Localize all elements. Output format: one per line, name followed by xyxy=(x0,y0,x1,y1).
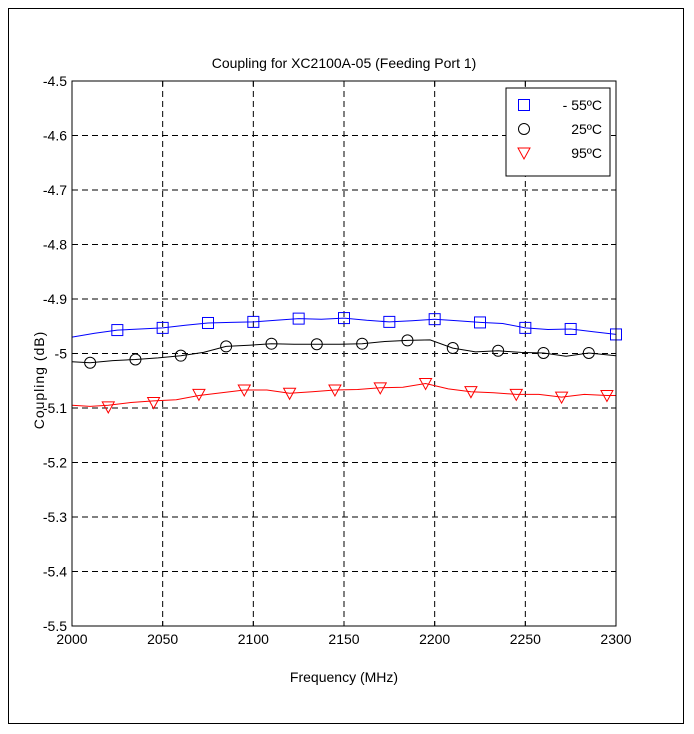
data-point xyxy=(446,342,459,355)
legend-marker xyxy=(517,147,531,161)
y-tick-label: -5.3 xyxy=(43,509,67,525)
legend-label: - 55ºC xyxy=(563,97,602,113)
data-point xyxy=(156,321,169,334)
data-point xyxy=(101,401,116,414)
x-axis-label: Frequency (MHz) xyxy=(290,669,398,685)
data-point xyxy=(202,316,214,329)
data-point xyxy=(401,334,414,347)
data-point xyxy=(492,344,505,357)
data-point xyxy=(373,382,388,395)
x-tick-label: 2000 xyxy=(56,631,87,647)
x-tick-label: 2100 xyxy=(238,631,269,647)
y-tick-label: -5.1 xyxy=(43,400,67,416)
data-point xyxy=(338,312,350,325)
plot-series xyxy=(71,312,622,414)
series-line xyxy=(71,339,617,364)
data-point xyxy=(383,315,396,328)
data-point xyxy=(129,353,142,366)
data-point xyxy=(146,397,161,410)
data-point xyxy=(474,316,486,329)
data-point xyxy=(328,384,342,398)
series-2 xyxy=(71,334,617,369)
data-point xyxy=(418,377,433,391)
legend-marker xyxy=(518,99,530,111)
y-axis-label: Coupling (dB) xyxy=(31,331,47,430)
x-tick-label: 2200 xyxy=(419,631,450,647)
data-point xyxy=(247,315,260,328)
data-point xyxy=(428,313,441,326)
series-3 xyxy=(71,377,616,414)
data-point xyxy=(292,312,305,325)
data-point xyxy=(537,346,550,359)
legend-box xyxy=(505,87,611,177)
series-1 xyxy=(71,312,622,341)
data-point xyxy=(600,389,614,403)
data-point xyxy=(582,346,595,359)
data-point xyxy=(509,388,524,402)
data-point xyxy=(220,340,233,353)
y-tick-label: -4.5 xyxy=(43,73,67,89)
data-point xyxy=(111,324,124,337)
y-tick-label: -5.4 xyxy=(43,564,67,580)
data-point xyxy=(84,356,97,369)
data-point xyxy=(174,349,187,362)
y-tick-label: -4.8 xyxy=(43,237,67,253)
legend-label: 95ºC xyxy=(571,145,602,161)
data-point xyxy=(564,322,577,335)
legend-marker xyxy=(518,123,530,135)
data-point xyxy=(265,337,278,350)
data-point xyxy=(356,337,369,350)
data-point xyxy=(237,384,252,398)
legend: - 55ºC 25ºC 95ºC xyxy=(505,87,611,177)
y-tick-label: -5.5 xyxy=(43,618,67,634)
data-point xyxy=(519,321,532,334)
x-tick-label: 2050 xyxy=(147,631,178,647)
x-tick-label: 2150 xyxy=(328,631,359,647)
axis-ticks: 2000 2050 2100 2150 2200 2250 2300 -4.5 -4.6 -4.7… xyxy=(43,73,632,647)
y-tick-label: -4.9 xyxy=(43,291,67,307)
y-tick-label: -4.7 xyxy=(43,182,67,198)
y-tick-label: -5 xyxy=(55,346,68,362)
data-point xyxy=(310,338,323,351)
data-point xyxy=(554,391,569,405)
x-tick-label: 2300 xyxy=(600,631,631,647)
x-tick-label: 2250 xyxy=(510,631,541,647)
data-point xyxy=(464,386,478,399)
data-point xyxy=(192,388,206,402)
chart-title: Coupling for XC2100A-05 (Feeding Port 1) xyxy=(212,55,477,71)
data-point xyxy=(282,387,297,401)
legend-label: 25ºC xyxy=(571,121,602,137)
series-line xyxy=(71,317,617,338)
y-tick-label: -4.6 xyxy=(43,128,67,144)
y-tick-label: -5.2 xyxy=(43,455,67,471)
